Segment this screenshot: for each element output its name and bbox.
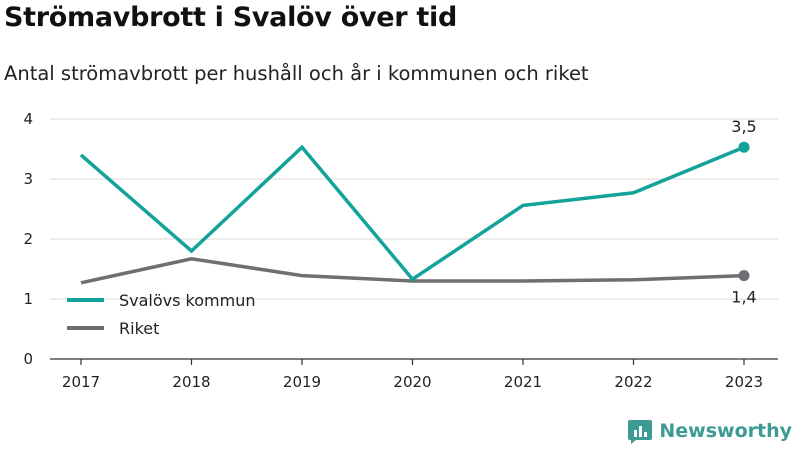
series-endpoint-riket [738,270,750,282]
data-label-svalov: 3,5 [731,117,756,136]
y-tick-label-4: 4 [23,110,33,128]
series-endpoint-svalov [738,141,750,153]
data-label-riket: 1,4 [731,288,756,307]
y-tick-label-2: 2 [23,230,33,248]
y-tick-label-3: 3 [23,170,33,188]
x-tick-label-2020: 2020 [393,373,431,391]
chart-subtitle: Antal strömavbrott per hushåll och år i … [4,62,589,85]
series-line-svalov [79,144,745,282]
x-tick-label-2018: 2018 [172,373,210,391]
legend-label-riket: Riket [119,319,159,338]
x-tick-label-2023: 2023 [725,373,763,391]
y-tick-label-1: 1 [23,290,33,308]
brand-logo: Newsworthy [627,418,792,444]
x-tick-label-2019: 2019 [283,373,321,391]
x-tick-label-2021: 2021 [504,373,542,391]
legend-label-svalov: Svalövs kommun [119,291,256,310]
brand-name: Newsworthy [659,420,792,442]
x-tick-label-2017: 2017 [62,373,100,391]
newsworthy-logo-icon [628,420,653,444]
y-tick-label-0: 0 [23,350,33,368]
chart-title: Strömavbrott i Svalöv över tid [4,2,457,33]
x-tick-label-2022: 2022 [614,373,652,391]
